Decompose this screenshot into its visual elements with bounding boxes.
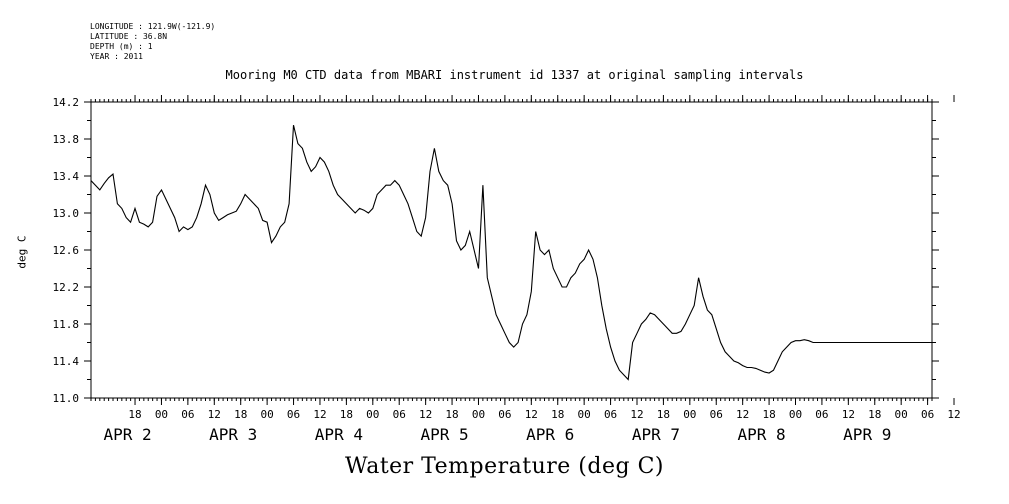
x-day-label: APR 5 [420, 425, 468, 444]
x-hour-tick-label: 18 [234, 408, 247, 421]
x-hour-tick-label: 18 [445, 408, 458, 421]
y-tick-label: 11.4 [53, 355, 80, 368]
latitude-text: LATITUDE : 36.8N [90, 32, 168, 41]
x-hour-tick-label: 06 [604, 408, 617, 421]
plot-frame [90, 101, 933, 399]
x-hour-tick-label: 18 [762, 408, 775, 421]
x-day-label: APR 6 [526, 425, 574, 444]
y-tick-label: 13.0 [53, 207, 80, 220]
x-hour-tick-label: 18 [868, 408, 881, 421]
x-day-label: APR 7 [632, 425, 680, 444]
y-tick-label: 12.2 [53, 281, 80, 294]
x-hour-tick-label: 12 [208, 408, 221, 421]
year-text: YEAR : 2011 [90, 52, 143, 61]
x-hour-tick-label: 00 [895, 408, 908, 421]
depth-text: DEPTH (m) : 1 [90, 42, 153, 51]
x-hour-tick-label: 12 [630, 408, 643, 421]
x-day-label: APR 2 [103, 425, 151, 444]
series-line [90, 124, 932, 381]
x-day-label: APR 9 [843, 425, 891, 444]
x-hour-tick-label: 18 [657, 408, 670, 421]
longitude-text: LONGITUDE : 121.9W(-121.9) [90, 22, 216, 31]
x-hour-tick-label: 06 [815, 408, 828, 421]
x-axis-label: Water Temperature (deg C) [345, 454, 664, 479]
x-hour-tick-label: 18 [340, 408, 353, 421]
x-hour-tick-label: 06 [498, 408, 511, 421]
x-hour-tick-label: 06 [287, 408, 300, 421]
x-hour-tick-label: 06 [921, 408, 934, 421]
y-tick-label: 12.6 [53, 244, 80, 257]
x-hour-tick-label: 12 [842, 408, 855, 421]
x-day-label: APR 3 [209, 425, 257, 444]
x-hour-tick-label: 12 [947, 408, 960, 421]
x-hour-tick-label: 12 [736, 408, 749, 421]
x-hour-tick-label: 00 [578, 408, 591, 421]
x-hour-tick-label: 18 [551, 408, 564, 421]
y-tick-label: 13.4 [53, 170, 80, 183]
metadata-block: LONGITUDE : 121.9W(-121.9) LATITUDE : 36… [90, 22, 215, 62]
x-hour-tick-label: 06 [710, 408, 723, 421]
x-hour-tick-label: 12 [525, 408, 538, 421]
x-hour-tick-label: 00 [155, 408, 168, 421]
x-hour-tick-label: 12 [313, 408, 326, 421]
x-day-label: APR 8 [738, 425, 786, 444]
x-hour-tick-label: 00 [472, 408, 485, 421]
x-hour-tick-label: 00 [683, 408, 696, 421]
y-tick-label: 14.2 [53, 96, 80, 109]
x-hour-tick-label: 18 [128, 408, 141, 421]
x-hour-tick-label: 06 [393, 408, 406, 421]
x-hour-tick-label: 00 [366, 408, 379, 421]
x-hour-tick-label: 00 [261, 408, 274, 421]
x-hour-tick-label: 06 [181, 408, 194, 421]
y-tick-label: 11.8 [53, 318, 80, 331]
x-hour-tick-label: 12 [419, 408, 432, 421]
y-tick-label: 11.0 [53, 392, 80, 405]
x-hour-tick-label: 00 [789, 408, 802, 421]
chart-title: Mooring M0 CTD data from MBARI instrumen… [225, 68, 804, 82]
x-day-label: APR 4 [315, 425, 363, 444]
y-tick-label: 13.8 [53, 133, 80, 146]
